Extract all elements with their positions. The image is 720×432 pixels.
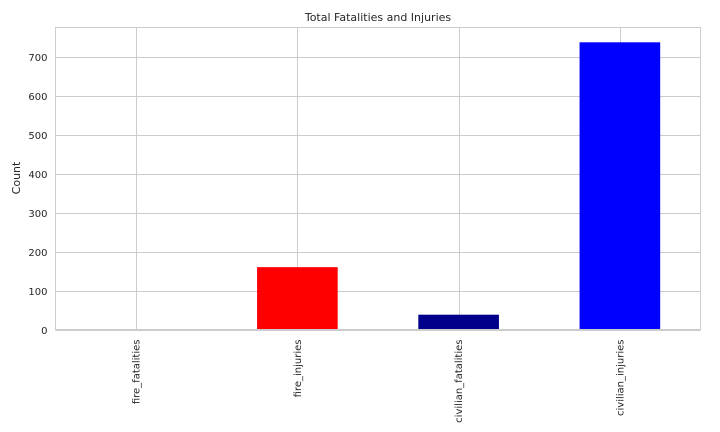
bar-civilian-fatalities xyxy=(418,314,499,330)
plot-frame xyxy=(55,27,701,330)
y-tick-label: 700 xyxy=(28,53,47,64)
x-tick-label: fire_injuries xyxy=(293,340,304,398)
bars xyxy=(95,42,661,330)
y-tick-label: 600 xyxy=(28,92,47,103)
y-tick-label: 500 xyxy=(28,131,47,142)
chart-title: Total Fatalities and Injuries xyxy=(304,11,452,24)
y-tick-label: 100 xyxy=(28,287,47,298)
y-tick-labels: 0 100 200 300 400 500 600 700 xyxy=(28,53,47,337)
bar-civilian-injuries xyxy=(579,42,661,330)
y-tick-label: 200 xyxy=(28,248,47,259)
x-tick-label: civilian_injuries xyxy=(615,340,626,416)
x-tick-labels: fire_fatalities fire_injuries civilian_fat… xyxy=(132,340,627,423)
bar-fire-injuries xyxy=(257,267,338,330)
x-tick-label: civilian_fatalities xyxy=(454,340,465,423)
y-tick-label: 0 xyxy=(41,326,47,337)
x-tick-label: fire_fatalities xyxy=(132,340,143,405)
y-axis-label: Count xyxy=(10,161,23,194)
y-tick-label: 300 xyxy=(28,209,47,220)
y-tick-label: 400 xyxy=(28,170,47,181)
